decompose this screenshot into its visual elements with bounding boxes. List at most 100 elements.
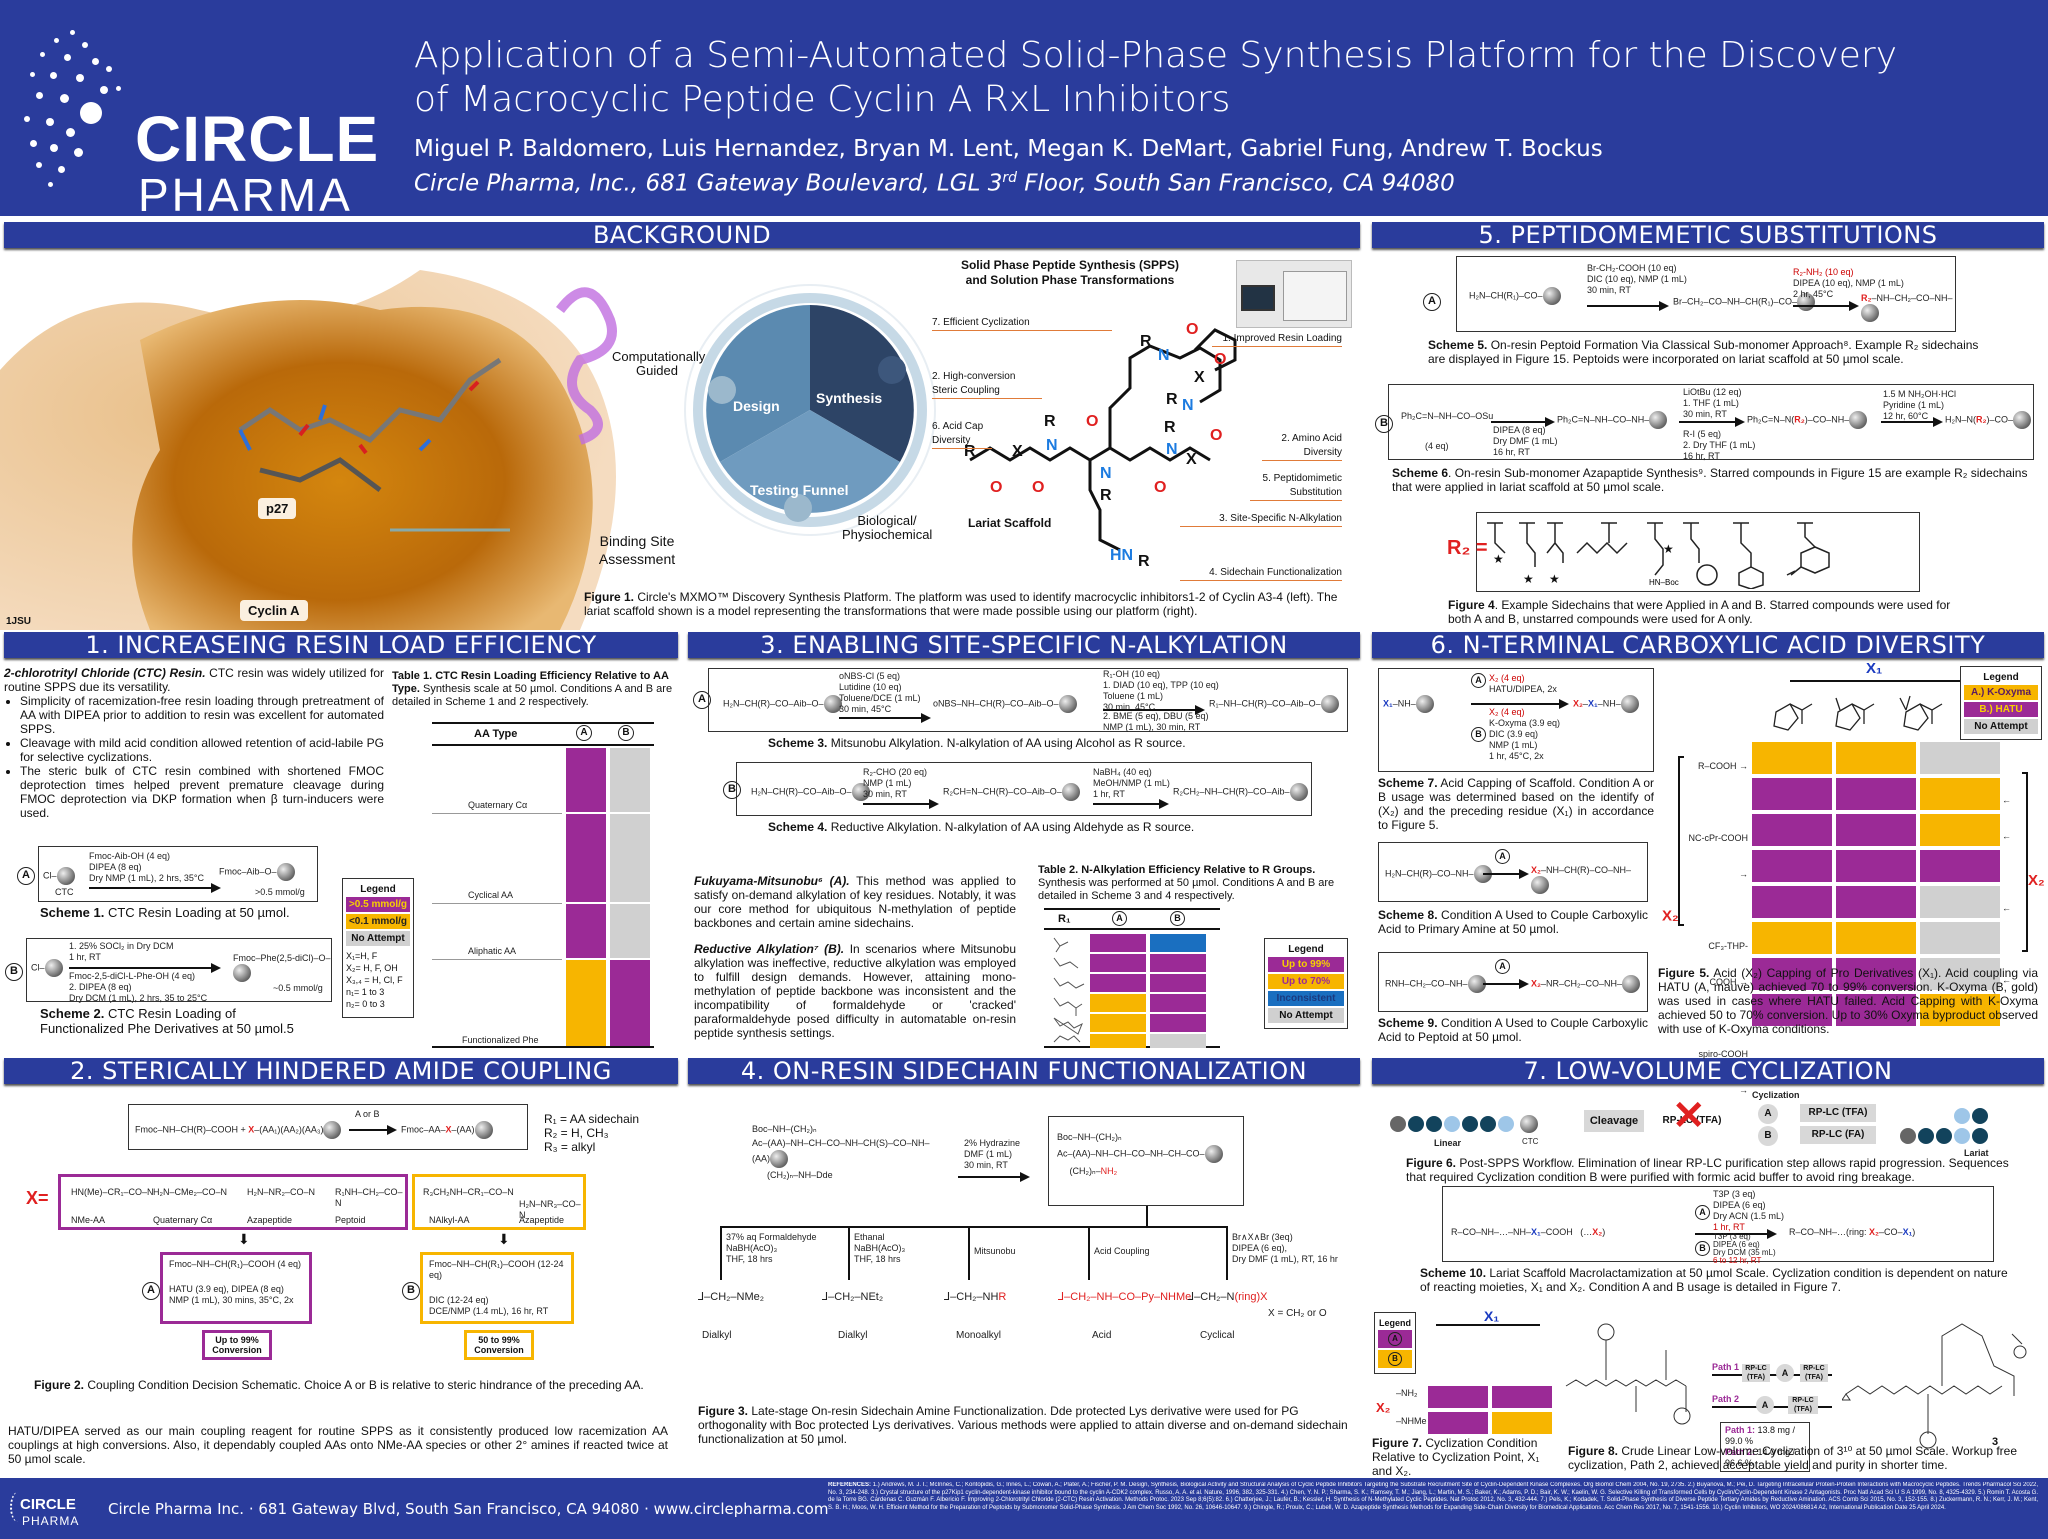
lariat-scaffold-label: Lariat Scaffold [968, 516, 1052, 530]
group-b-box: NAlkyl-AA Azapeptide R₃CH₂NH–CR₁–CO–N H₂… [412, 1174, 586, 1230]
x2-label: X₂ [1376, 1400, 1391, 1415]
svg-text:★: ★ [1549, 572, 1560, 586]
scheme2-conditions1: 1. 25% SOCl₂ in Dry DCM 1 hr, RT [69, 941, 174, 962]
svg-text:O: O [990, 479, 1002, 496]
annotation-efficient-cyclization: 7. Efficient Cyclization [932, 316, 1112, 331]
annotation-resin-loading: 1. Improved Resin Loading [1212, 332, 1342, 347]
figure6-caption: Figure 6. Post-SPPS Workflow. Eliminatio… [1406, 1156, 2009, 1184]
svg-text:R: R [964, 443, 976, 460]
col-b-header: B [1170, 911, 1185, 926]
title-line-2: of Macrocyclic Peptide Cyclin A RxL Inhi… [414, 79, 1231, 120]
svg-text:HN: HN [1110, 547, 1133, 564]
scheme6-eq: (4 eq) [1425, 441, 1449, 451]
scheme3-caption: Scheme 3. Mitsunobu Alkylation. N-alkyla… [768, 736, 1186, 750]
condition-b-badge: B [402, 1282, 420, 1300]
figure3-caption: Figure 3. Late-stage On-resin Sidechain … [698, 1404, 1348, 1446]
lariat-label: Lariat [1964, 1148, 1989, 1158]
circle-pharma-logo: CIRCLE PHARMA [20, 20, 378, 221]
dot-circle-icon [20, 20, 150, 190]
figure5-caption: Figure 5. Acid (X₂) Capping of Pro Deriv… [1658, 966, 2038, 1036]
dot-circle-icon [10, 1492, 26, 1522]
poster-title: Application of a Semi-Automated Solid-Ph… [414, 34, 2014, 122]
x2-acid-structures-left: R–COOH → NC-cPr-COOH → CF₃-THP-COOH → sp… [1688, 761, 1749, 1095]
section4-panel: Boc–NH–(CH₂)ₙ Ac–(AA)–NH–CH–CO–NH–CH(S)–C… [688, 1086, 1360, 1476]
cycle-design-label: Design [733, 398, 780, 414]
hydrazine-conditions: 2% Hydrazine DMF (1 mL) 30 min, RT [964, 1138, 1021, 1170]
logo-word-pharma: PHARMA [138, 169, 353, 221]
scheme10-cond-a: T3P (3 eq) DIPEA (6 eq) Dry ACN (1.5 mL) 1 … [1713, 1189, 1785, 1232]
scheme4-step1: R₂-CHO (20 eq) NMP (1 mL) 30 min, RT [863, 767, 928, 799]
scheme6-box: B Ph₂C=N–NH–CO–OSu (4 eq) DIPEA (8 eq) Dr… [1375, 384, 2034, 461]
x1-bracket [1790, 680, 1974, 682]
r1-group-structures [1053, 937, 1085, 1043]
scheme5-step1: Br-CH₂-COOH (10 eq) DIC (10 eq), NMP (1 m… [1587, 263, 1687, 295]
path-results-box: Path 1: 13.8 mg / 99.0 % Path 2: 14.0 mg… [1720, 1422, 1810, 1472]
r1-header: R₁ [1058, 913, 1071, 925]
scheme4-caption: Scheme 4. Reductive Alkylation. N-alkyla… [768, 820, 1195, 834]
annotation-acid-cap: 6. Acid Cap Diversity [932, 420, 992, 449]
bullet-item: Simplicity of racemization-free resin lo… [20, 694, 384, 736]
authors: Miguel P. Baldomero, Luis Hernandez, Bry… [414, 136, 1603, 162]
table-row: Aliphatic AA [432, 904, 562, 960]
svg-text:R: R [1138, 553, 1150, 570]
x2-bracket-left [1678, 756, 1684, 926]
scheme4-box: B H₂N–CH(R)–CO–Aib–O– R₂-CHO (20 eq) NMP … [723, 762, 1312, 816]
figure4-sidechains-box: R₂ = ★ ★ ★ ★ HN–Boc [1447, 512, 1920, 592]
rplc-tfa-step: RP-LC (TFA) [1800, 1104, 1876, 1122]
annotation-peptidomimetic: 5. Peptidomimetic Substitution [1250, 472, 1342, 501]
scheme1-caption: Scheme 1. CTC Resin Loading at 50 µmol. [40, 905, 290, 920]
svg-text:R: R [1164, 419, 1176, 436]
section1-intro: 2-chlorotrityl Chloride (CTC) Resin. CTC… [4, 666, 384, 694]
discovery-cycle-diagram [684, 284, 936, 536]
background-panel: p27 Cyclin A 1JSU Design Synthesis Testi… [0, 250, 1370, 630]
col-b-header: B [618, 725, 634, 741]
condition-a-badge: A [17, 867, 35, 885]
scheme8-box: H₂N–CH(R)–CO–NH– A X₂–NH–CH(R)–CO–NH– [1378, 842, 1648, 902]
cyclization-label: Cyclization [1752, 1090, 1800, 1100]
product-label: Dialkyl [702, 1330, 732, 1341]
lariat-scaffold-structure: R X N R O O O N R O N R X O N R O X O N … [964, 321, 1237, 570]
scheme7-cond-a: X₂ (4 eq) HATU/DIPEA, 2x [1489, 673, 1557, 694]
path-b-circle: B [1758, 1126, 1778, 1146]
affiliation: Circle Pharma, Inc., 681 Gateway Bouleva… [414, 170, 1455, 197]
poster-header: CIRCLE PHARMA Application of a Semi-Auto… [0, 0, 2048, 221]
scheme9-caption: Scheme 9. Condition A Used to Couple Car… [1378, 1016, 1649, 1044]
biological-label: Biological/ Physiochemical [842, 513, 933, 542]
table-row: Quaternary Cα [432, 748, 562, 814]
scheme10-caption: Scheme 10. Lariat Scaffold Macrolactamiz… [1420, 1266, 2008, 1294]
ctc-label: CTC [1522, 1137, 1539, 1146]
svg-text:★: ★ [1663, 542, 1674, 556]
section2-body: HATU/DIPEA served as our main coupling r… [8, 1424, 668, 1466]
cycle-synthesis-label: Synthesis [816, 390, 883, 406]
computationally-guided-label: Computationally Guided [612, 349, 706, 378]
svg-text:★: ★ [1523, 572, 1534, 586]
cleavage-step: Cleavage [1584, 1110, 1644, 1132]
section1-bullets: Simplicity of racemization-free resin lo… [20, 694, 384, 820]
svg-text:HN–Boc: HN–Boc [1649, 578, 1679, 587]
svg-text:O: O [1186, 321, 1198, 338]
aa-type-header: AA Type [474, 728, 518, 740]
svg-text:R: R [1044, 413, 1056, 430]
path1-rplc-1: RP-LC (TFA) [1742, 1364, 1770, 1382]
r-group-definitions: R₁ = AA sidechain R₂ = H, CH₃ R₃ = alkyl [544, 1112, 640, 1154]
svg-text:N: N [1100, 465, 1112, 482]
x1-label: X₁ [1866, 660, 1883, 677]
scheme4-step2: NaBH₄ (40 eq) MeOH/NMP (1 mL) 1 hr, RT [1093, 767, 1170, 799]
bullet-item: Cleavage with mild acid condition allowe… [20, 736, 384, 764]
section3-panel: A H₂N–CH(R)–CO–Aib–O– oNBS-Cl (5 eq) Luti… [688, 662, 1360, 1056]
scheme2-box: B Cl– 1. 25% SOCl₂ in Dry DCM 1 hr, RT Fm… [5, 938, 332, 1003]
path1-label: Path 1 [1712, 1362, 1740, 1372]
section-header-3: 3. ENABLING SITE-SPECIFIC N-ALKYLATION [688, 632, 1360, 658]
branch-cyclical: Br∧X∧Br (3eq) DIPEA (6 eq), Dry DMF (1 mL)… [1232, 1232, 1338, 1264]
scheme3-step1: oNBS-Cl (5 eq) Lutidine (10 eq) Toluene/DC… [839, 671, 921, 714]
x-note: X = CH₂ or O [1268, 1308, 1327, 1319]
table2: R₁ A B [1044, 908, 1220, 1048]
branch-mitsunobu: Mitsunobu [974, 1246, 1016, 1256]
footer-logo: CIRCLE PHARMA [10, 1488, 90, 1532]
x2-label-right: X₂ [2028, 872, 2045, 889]
scheme3-step3: 2. BME (5 eq), DBU (5 eq) NMP (1 mL), 30 … [1103, 711, 1209, 732]
scheme2-conditions2: Fmoc-2,5-diCl-L-Phe-OH (4 eq) 2. DIPEA (8… [69, 971, 208, 1003]
section1-panel: 2-chlorotrityl Chloride (CTC) Resin. CTC… [4, 662, 678, 1056]
condition-a-badge: A [142, 1282, 160, 1300]
branch-acid-coupling: Acid Coupling [1094, 1246, 1150, 1256]
